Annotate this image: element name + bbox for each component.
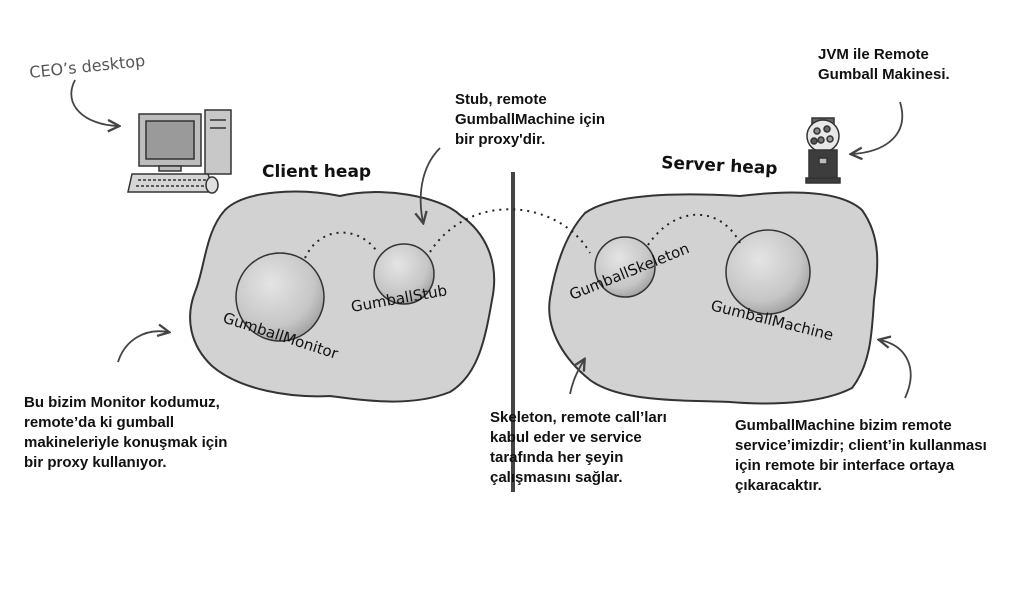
gumball-machine-icon — [805, 117, 841, 184]
arrow-machine-note — [880, 340, 912, 399]
arrow-monitor-note — [117, 331, 168, 363]
monitor-note: Bu bizim Monitor kodumuz, remote’da ki g… — [24, 394, 228, 471]
client-heap-blob — [189, 190, 496, 403]
jvm-note: JVM ile Remote Gumball Makinesi. — [818, 46, 950, 83]
arrow-skeleton-note — [569, 360, 584, 395]
stub-note: Stub, remote GumballMachine için bir pro… — [455, 91, 606, 148]
gumball-stub-sphere — [373, 243, 435, 305]
computer-icon — [127, 109, 232, 194]
arrow-stub-note — [421, 147, 441, 222]
arrow-ceo-to-computer — [70, 79, 118, 126]
gumball-skeleton-sphere — [594, 236, 656, 298]
stub-skeleton-connector — [429, 208, 591, 254]
arrow-jvm-note — [852, 101, 903, 154]
machine-note: GumballMachine bizim remote service’imiz… — [735, 417, 987, 494]
skeleton-note: Skeleton, remote call’ları kabul eder ve… — [490, 409, 667, 486]
skeleton-machine-connector — [647, 213, 741, 246]
client-heap-title: Client heap — [262, 162, 371, 182]
server-heap-title: Server heap — [661, 153, 778, 179]
gumball-monitor-sphere — [235, 252, 325, 342]
gumball-machine-sphere — [725, 229, 811, 315]
ceo-desktop-label: CEO’s desktop — [28, 51, 146, 82]
